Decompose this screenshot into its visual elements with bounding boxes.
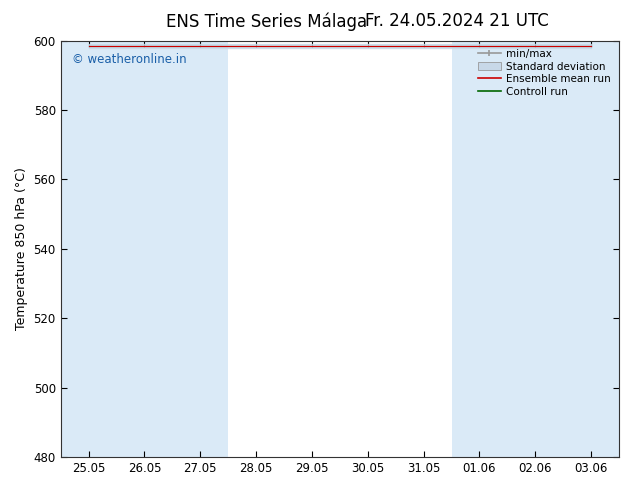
Text: © weatheronline.in: © weatheronline.in (72, 53, 186, 66)
Bar (61, 41, 117, 457)
Legend: min/max, Standard deviation, Ensemble mean run, Controll run: min/max, Standard deviation, Ensemble me… (474, 45, 615, 101)
Text: ENS Time Series Málaga: ENS Time Series Málaga (165, 12, 367, 31)
Y-axis label: Temperature 850 hPa (°C): Temperature 850 hPa (°C) (15, 168, 28, 330)
Bar (117, 41, 228, 457)
Bar (563, 41, 619, 457)
Bar (451, 41, 563, 457)
Text: Fr. 24.05.2024 21 UTC: Fr. 24.05.2024 21 UTC (365, 12, 548, 30)
